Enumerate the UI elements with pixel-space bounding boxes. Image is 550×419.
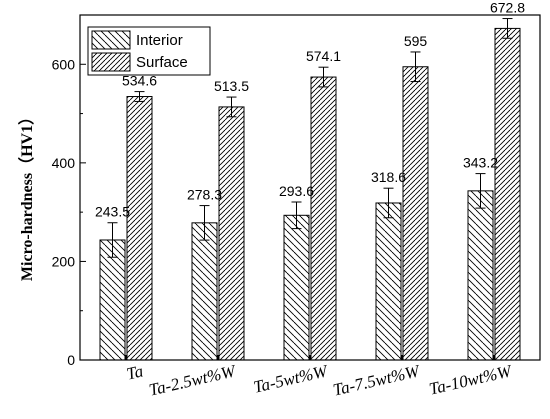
data-label-interior: 343.2 [463, 155, 498, 171]
data-label-interior: 293.6 [279, 183, 314, 199]
y-tick-label: 200 [52, 253, 76, 269]
x-tick-label: Ta-2.5wt%W [147, 361, 239, 400]
legend-label-surface: Surface [136, 54, 188, 71]
data-label-interior: 278.3 [187, 187, 222, 203]
y-axis-title: Micro-hardness（HV1） [18, 109, 36, 281]
data-label-surface: 513.5 [214, 78, 249, 94]
y-tick-label: 600 [52, 56, 76, 72]
legend-swatch-surface [91, 52, 131, 72]
x-tick-label: Ta-10wt%W [427, 361, 514, 399]
bar-interior [191, 222, 218, 361]
data-label-surface: 672.8 [490, 0, 525, 16]
x-axis: Ta Ta-2.5wt%W Ta-5wt%W Ta-7.5wt%W Ta-10wt%W [125, 355, 515, 400]
bar-surface [402, 66, 429, 361]
data-label-surface: 574.1 [306, 48, 341, 64]
bar-surface [126, 96, 153, 361]
y-tick-label: 400 [52, 155, 76, 171]
data-label-surface: 534.6 [122, 73, 157, 89]
legend: Interior Surface [87, 26, 211, 76]
bar-surface [494, 27, 521, 361]
bar-surface [310, 76, 337, 361]
data-label-interior: 318.6 [371, 169, 406, 185]
bar-interior [375, 202, 402, 361]
bar-interior [467, 190, 494, 361]
x-tick-label: Ta [125, 361, 145, 383]
bars: 243.5 534.6 278.3 513.5 293.6 574.1 318.6 595 34… [95, 0, 525, 361]
legend-label-interior: Interior [136, 32, 183, 49]
x-tick-label: Ta-5wt%W [252, 361, 331, 397]
legend-swatch-interior [91, 30, 131, 50]
y-tick-label: 0 [67, 352, 75, 368]
y-axis: 0 200 400 600 [52, 56, 86, 368]
data-label-interior: 243.5 [95, 204, 130, 220]
x-tick-label: Ta-7.5wt%W [331, 361, 423, 400]
bar-interior [283, 214, 310, 361]
data-label-surface: 595 [404, 33, 428, 49]
bar-surface [218, 106, 245, 361]
bar-interior [99, 239, 126, 361]
